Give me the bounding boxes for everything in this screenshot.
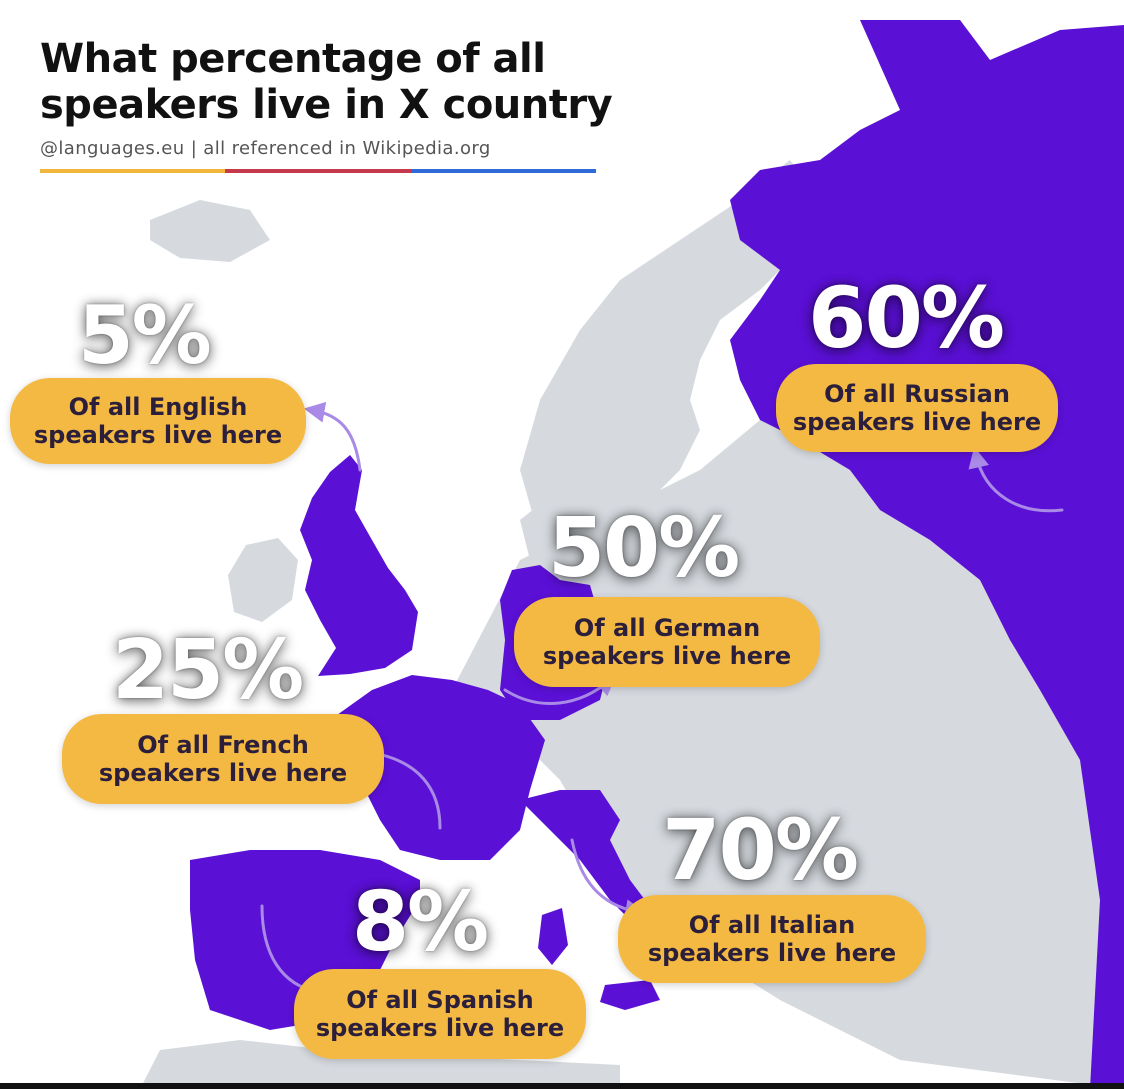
pill-spanish-line1: Of all Spanish — [346, 986, 534, 1014]
pill-italian: Of all Italian speakers live here — [618, 895, 926, 983]
arrow-english — [303, 401, 362, 472]
title-line-2: speakers live in X country — [40, 82, 613, 128]
land-scandinavia — [520, 160, 820, 540]
country-sardinia — [538, 908, 568, 965]
page-title: What percentage of all speakers live in … — [40, 36, 613, 128]
percent-russian: 60% — [808, 269, 1005, 367]
pill-german: Of all German speakers live here — [514, 597, 820, 687]
arrow-german — [503, 674, 617, 705]
land-north-africa — [140, 1040, 620, 1089]
pill-russian-line1: Of all Russian — [824, 380, 1010, 408]
percent-french: 25% — [112, 623, 304, 718]
pill-german-line2: speakers live here — [542, 642, 792, 670]
land-iceland — [150, 200, 270, 262]
percent-italian: 70% — [662, 801, 859, 899]
rule-segment-blue — [410, 169, 596, 173]
pill-french: Of all French speakers live here — [62, 714, 384, 804]
title-line-1: What percentage of all — [40, 36, 546, 82]
pill-russian: Of all Russian speakers live here — [776, 364, 1058, 452]
country-sicily — [600, 980, 660, 1010]
land-turkey — [890, 880, 1124, 1000]
rule-segment-red — [225, 169, 411, 173]
arrow-russian — [968, 446, 1064, 513]
country-france — [330, 675, 545, 860]
pill-german-line1: Of all German — [573, 614, 761, 642]
pill-english: Of all English speakers live here — [10, 378, 306, 464]
pill-french-line2: speakers live here — [98, 759, 348, 787]
pill-spanish-line2: speakers live here — [315, 1014, 565, 1042]
percent-english: 5% — [78, 289, 212, 382]
pill-spanish: Of all Spanish speakers live here — [294, 969, 586, 1059]
pill-english-line2: speakers live here — [33, 421, 283, 449]
pill-italian-line2: speakers live here — [647, 939, 897, 967]
country-uk — [300, 455, 418, 676]
bottom-border — [0, 1083, 1124, 1089]
pill-italian-line1: Of all Italian — [688, 911, 856, 939]
rule-segment-yellow — [40, 169, 226, 173]
land-denmark — [520, 500, 565, 560]
percent-spanish: 8% — [352, 875, 489, 970]
subtitle: @languages.eu | all referenced in Wikipe… — [40, 138, 491, 159]
pill-russian-line2: speakers live here — [792, 408, 1042, 436]
tricolor-rule — [40, 169, 596, 173]
pill-french-line1: Of all French — [137, 731, 309, 759]
arrow-french — [359, 743, 442, 830]
country-russia — [730, 20, 1124, 1089]
percent-german: 50% — [548, 501, 740, 596]
pill-english-line1: Of all English — [68, 393, 248, 421]
land-ireland — [228, 538, 298, 622]
